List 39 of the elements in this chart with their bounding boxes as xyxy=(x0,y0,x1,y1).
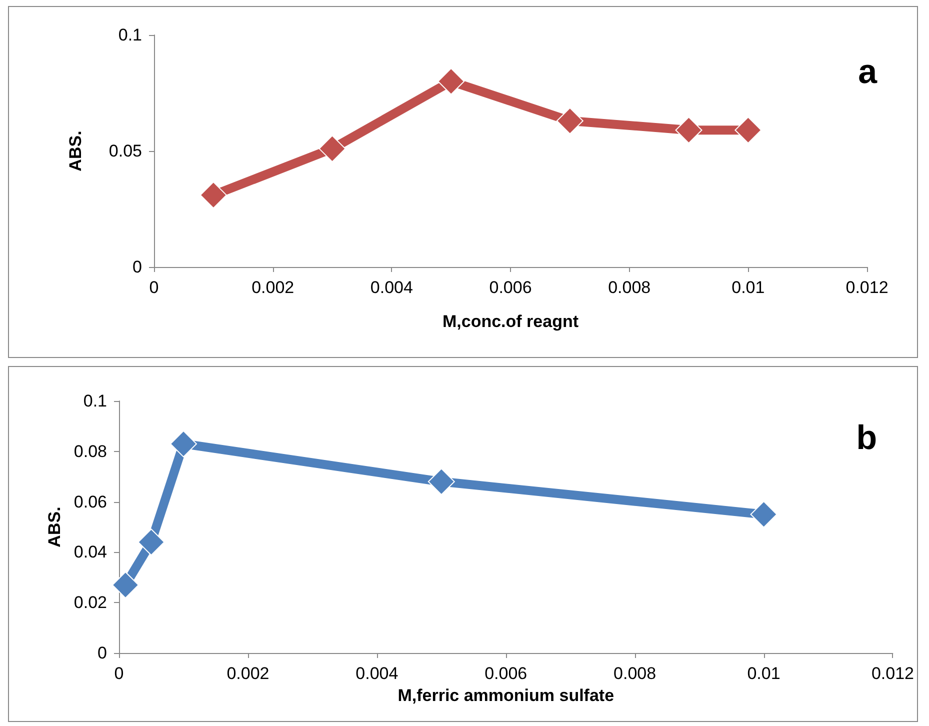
point xyxy=(675,116,702,144)
point xyxy=(438,68,465,95)
annotation: a xyxy=(858,53,878,91)
x-tick-label: 0.012 xyxy=(871,664,914,683)
y-tick-label: 0.08 xyxy=(74,442,107,461)
point xyxy=(556,107,584,134)
x-axis-title: M,conc.of reagnt xyxy=(442,312,579,331)
point xyxy=(138,528,165,556)
x-tick-label: 0.008 xyxy=(608,278,651,297)
point xyxy=(750,500,778,528)
x-tick-label: 0.002 xyxy=(226,664,270,683)
y-tick-label: 0.06 xyxy=(74,492,107,512)
point xyxy=(318,135,346,162)
y-tick-label: 0.05 xyxy=(108,142,142,160)
y-tick-label: 0 xyxy=(98,644,107,662)
x-tick-label: 0.006 xyxy=(484,664,528,683)
x-tick-label: 0.01 xyxy=(732,278,765,297)
y-axis-title: ABS. xyxy=(45,506,64,548)
x-tick-label: 0.004 xyxy=(370,278,413,297)
x-tick-label: 0.01 xyxy=(747,664,780,683)
x-tick-label: 0.008 xyxy=(614,664,656,683)
x-axis-title: M,ferric ammonium sulfate xyxy=(398,686,614,705)
point xyxy=(428,468,455,496)
x-tick-label: 0.006 xyxy=(489,278,532,297)
y-tick-label: 0.04 xyxy=(74,542,107,562)
point xyxy=(112,571,139,598)
x-tick-label: 0.012 xyxy=(846,278,888,297)
y-tick-label: 0.1 xyxy=(118,26,142,44)
x-tick-label: 0.004 xyxy=(356,664,398,683)
point xyxy=(200,182,227,209)
y-tick-label: 0.02 xyxy=(74,593,107,612)
annotation: b xyxy=(856,419,878,457)
y-axis-title: ABS. xyxy=(66,130,85,172)
x-tick-label: 0.002 xyxy=(252,278,294,297)
y-tick-label: 0.1 xyxy=(83,392,107,410)
point xyxy=(170,430,197,458)
point xyxy=(734,116,762,144)
x-tick-label: 0 xyxy=(149,278,159,297)
y-tick-label: 0 xyxy=(132,258,142,276)
